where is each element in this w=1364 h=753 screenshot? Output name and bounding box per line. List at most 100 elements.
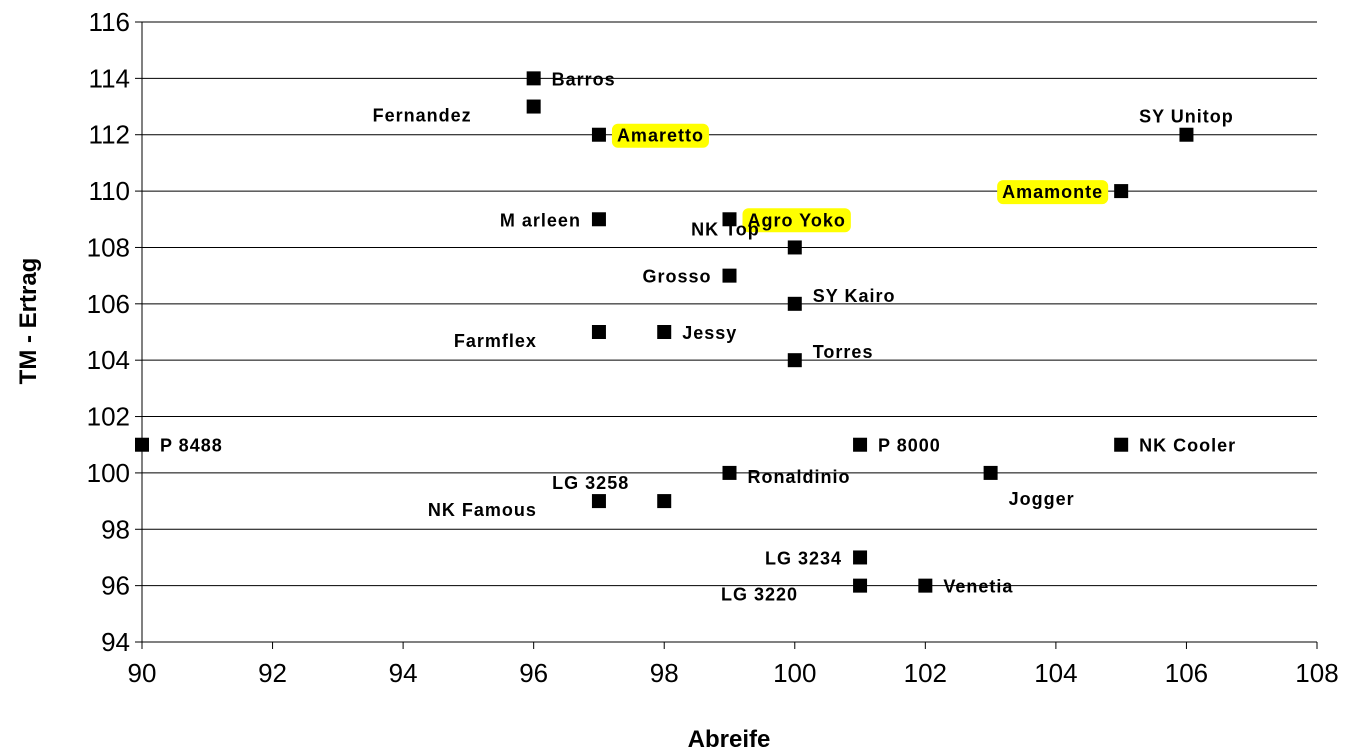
point-marker xyxy=(787,296,802,311)
point-marker xyxy=(591,127,606,142)
point-marker xyxy=(853,578,868,593)
y-tick-label: 116 xyxy=(89,7,130,37)
label-highlight xyxy=(742,208,851,233)
data-point: Barros xyxy=(526,69,616,89)
data-point: Jogger xyxy=(983,465,1075,509)
point-marker xyxy=(722,465,737,480)
data-point: LG 3220 xyxy=(721,578,868,605)
data-point: NK Top xyxy=(691,219,802,255)
data-point: P 8000 xyxy=(853,436,941,456)
y-tick-label: 114 xyxy=(89,63,130,93)
point-marker xyxy=(1114,184,1129,199)
data-point: LG 3258 xyxy=(552,473,672,509)
point-label: Grosso xyxy=(642,267,711,287)
point-marker xyxy=(722,212,737,227)
data-point: LG 3234 xyxy=(765,548,868,568)
point-marker xyxy=(657,494,672,509)
point-label: Farmflex xyxy=(454,331,537,351)
point-label: Jogger xyxy=(1009,489,1075,509)
point-marker xyxy=(1179,127,1194,142)
point-marker xyxy=(591,494,606,509)
y-tick-label: 112 xyxy=(89,120,130,150)
data-point: Agro Yoko xyxy=(722,208,851,233)
y-tick-label: 98 xyxy=(101,514,130,544)
point-label: Barros xyxy=(552,69,616,89)
data-point: SY Unitop xyxy=(1139,107,1234,142)
y-tick-label: 108 xyxy=(87,232,130,262)
point-label: Amamonte xyxy=(1002,182,1103,202)
data-point: Ronaldinio xyxy=(722,465,851,487)
data-point: Fernandez xyxy=(373,99,541,126)
point-label: NK Cooler xyxy=(1139,436,1236,456)
data-point: Torres xyxy=(787,342,874,368)
point-marker xyxy=(526,99,541,114)
x-tick-label: 92 xyxy=(258,658,287,688)
y-tick-label: 104 xyxy=(87,345,130,375)
point-marker xyxy=(983,465,998,480)
point-label: Venetia xyxy=(943,577,1013,597)
point-label: Amaretto xyxy=(617,126,704,146)
point-label: Ronaldinio xyxy=(748,467,851,487)
y-tick-labels: 94 96 98 100 102 104 106 108 110 112 114 116 xyxy=(87,7,130,657)
point-label: Fernandez xyxy=(373,106,472,126)
point-label: Torres xyxy=(813,342,874,362)
point-label: LG 3258 xyxy=(552,473,629,493)
point-marker xyxy=(526,71,541,86)
x-tick-label: 106 xyxy=(1165,658,1208,688)
point-marker xyxy=(853,550,868,565)
point-label: LG 3220 xyxy=(721,585,798,605)
point-label: SY Unitop xyxy=(1139,107,1234,127)
x-tick-label: 104 xyxy=(1034,658,1077,688)
point-marker xyxy=(591,325,606,339)
y-tick-label: 110 xyxy=(89,176,130,206)
x-tick-label: 100 xyxy=(773,658,816,688)
data-points: Barros Fernandez Amaretto SY Unitop Amamonte… xyxy=(135,69,1236,605)
data-point: SY Kairo xyxy=(787,286,896,311)
data-point: Jessy xyxy=(657,323,737,343)
point-label: NK Famous xyxy=(428,500,537,520)
x-tick-label: 98 xyxy=(650,658,679,688)
point-label: Jessy xyxy=(682,323,737,343)
point-marker xyxy=(787,240,802,255)
y-tick-label: 96 xyxy=(101,571,130,601)
point-label: P 8488 xyxy=(160,436,223,456)
y-axis-title: TM - Ertrag xyxy=(15,258,42,385)
point-label: P 8000 xyxy=(878,436,941,456)
point-marker xyxy=(657,325,672,339)
y-tick-label: 106 xyxy=(87,289,130,319)
point-marker xyxy=(918,578,933,593)
x-tick-label: 108 xyxy=(1295,658,1338,688)
x-tick-label: 90 xyxy=(128,658,157,688)
axes xyxy=(135,21,1318,649)
y-tick-label: 100 xyxy=(87,458,130,488)
point-label: Agro Yoko xyxy=(748,210,846,230)
data-point: NK Famous xyxy=(428,494,606,520)
data-point: Grosso xyxy=(642,267,737,287)
x-axis-title: Abreife xyxy=(688,726,771,753)
y-tick-label: 102 xyxy=(87,402,130,432)
point-marker xyxy=(591,212,606,227)
point-label: NK Top xyxy=(691,219,760,239)
y-tick-label: 94 xyxy=(101,627,130,657)
x-tick-labels: 90 92 94 96 98 100 102 104 106 108 xyxy=(128,658,1339,688)
point-label: SY Kairo xyxy=(813,286,896,306)
point-marker xyxy=(1114,437,1129,452)
point-marker xyxy=(135,437,149,452)
point-marker xyxy=(787,353,802,368)
data-point: M arleen xyxy=(500,210,606,230)
point-marker xyxy=(853,437,868,452)
x-tick-label: 96 xyxy=(519,658,548,688)
data-point: NK Cooler xyxy=(1114,436,1236,456)
x-tick-label: 102 xyxy=(904,658,947,688)
point-label: LG 3234 xyxy=(765,548,842,568)
data-point: Farmflex xyxy=(454,325,606,351)
label-highlight xyxy=(611,123,709,148)
point-marker xyxy=(722,268,737,283)
data-point: Venetia xyxy=(918,577,1013,597)
point-label: M arleen xyxy=(500,210,581,230)
data-point: Amamonte xyxy=(997,180,1129,205)
data-point: P 8488 xyxy=(135,436,223,456)
label-highlight xyxy=(997,180,1109,205)
data-point: Amaretto xyxy=(591,123,709,148)
